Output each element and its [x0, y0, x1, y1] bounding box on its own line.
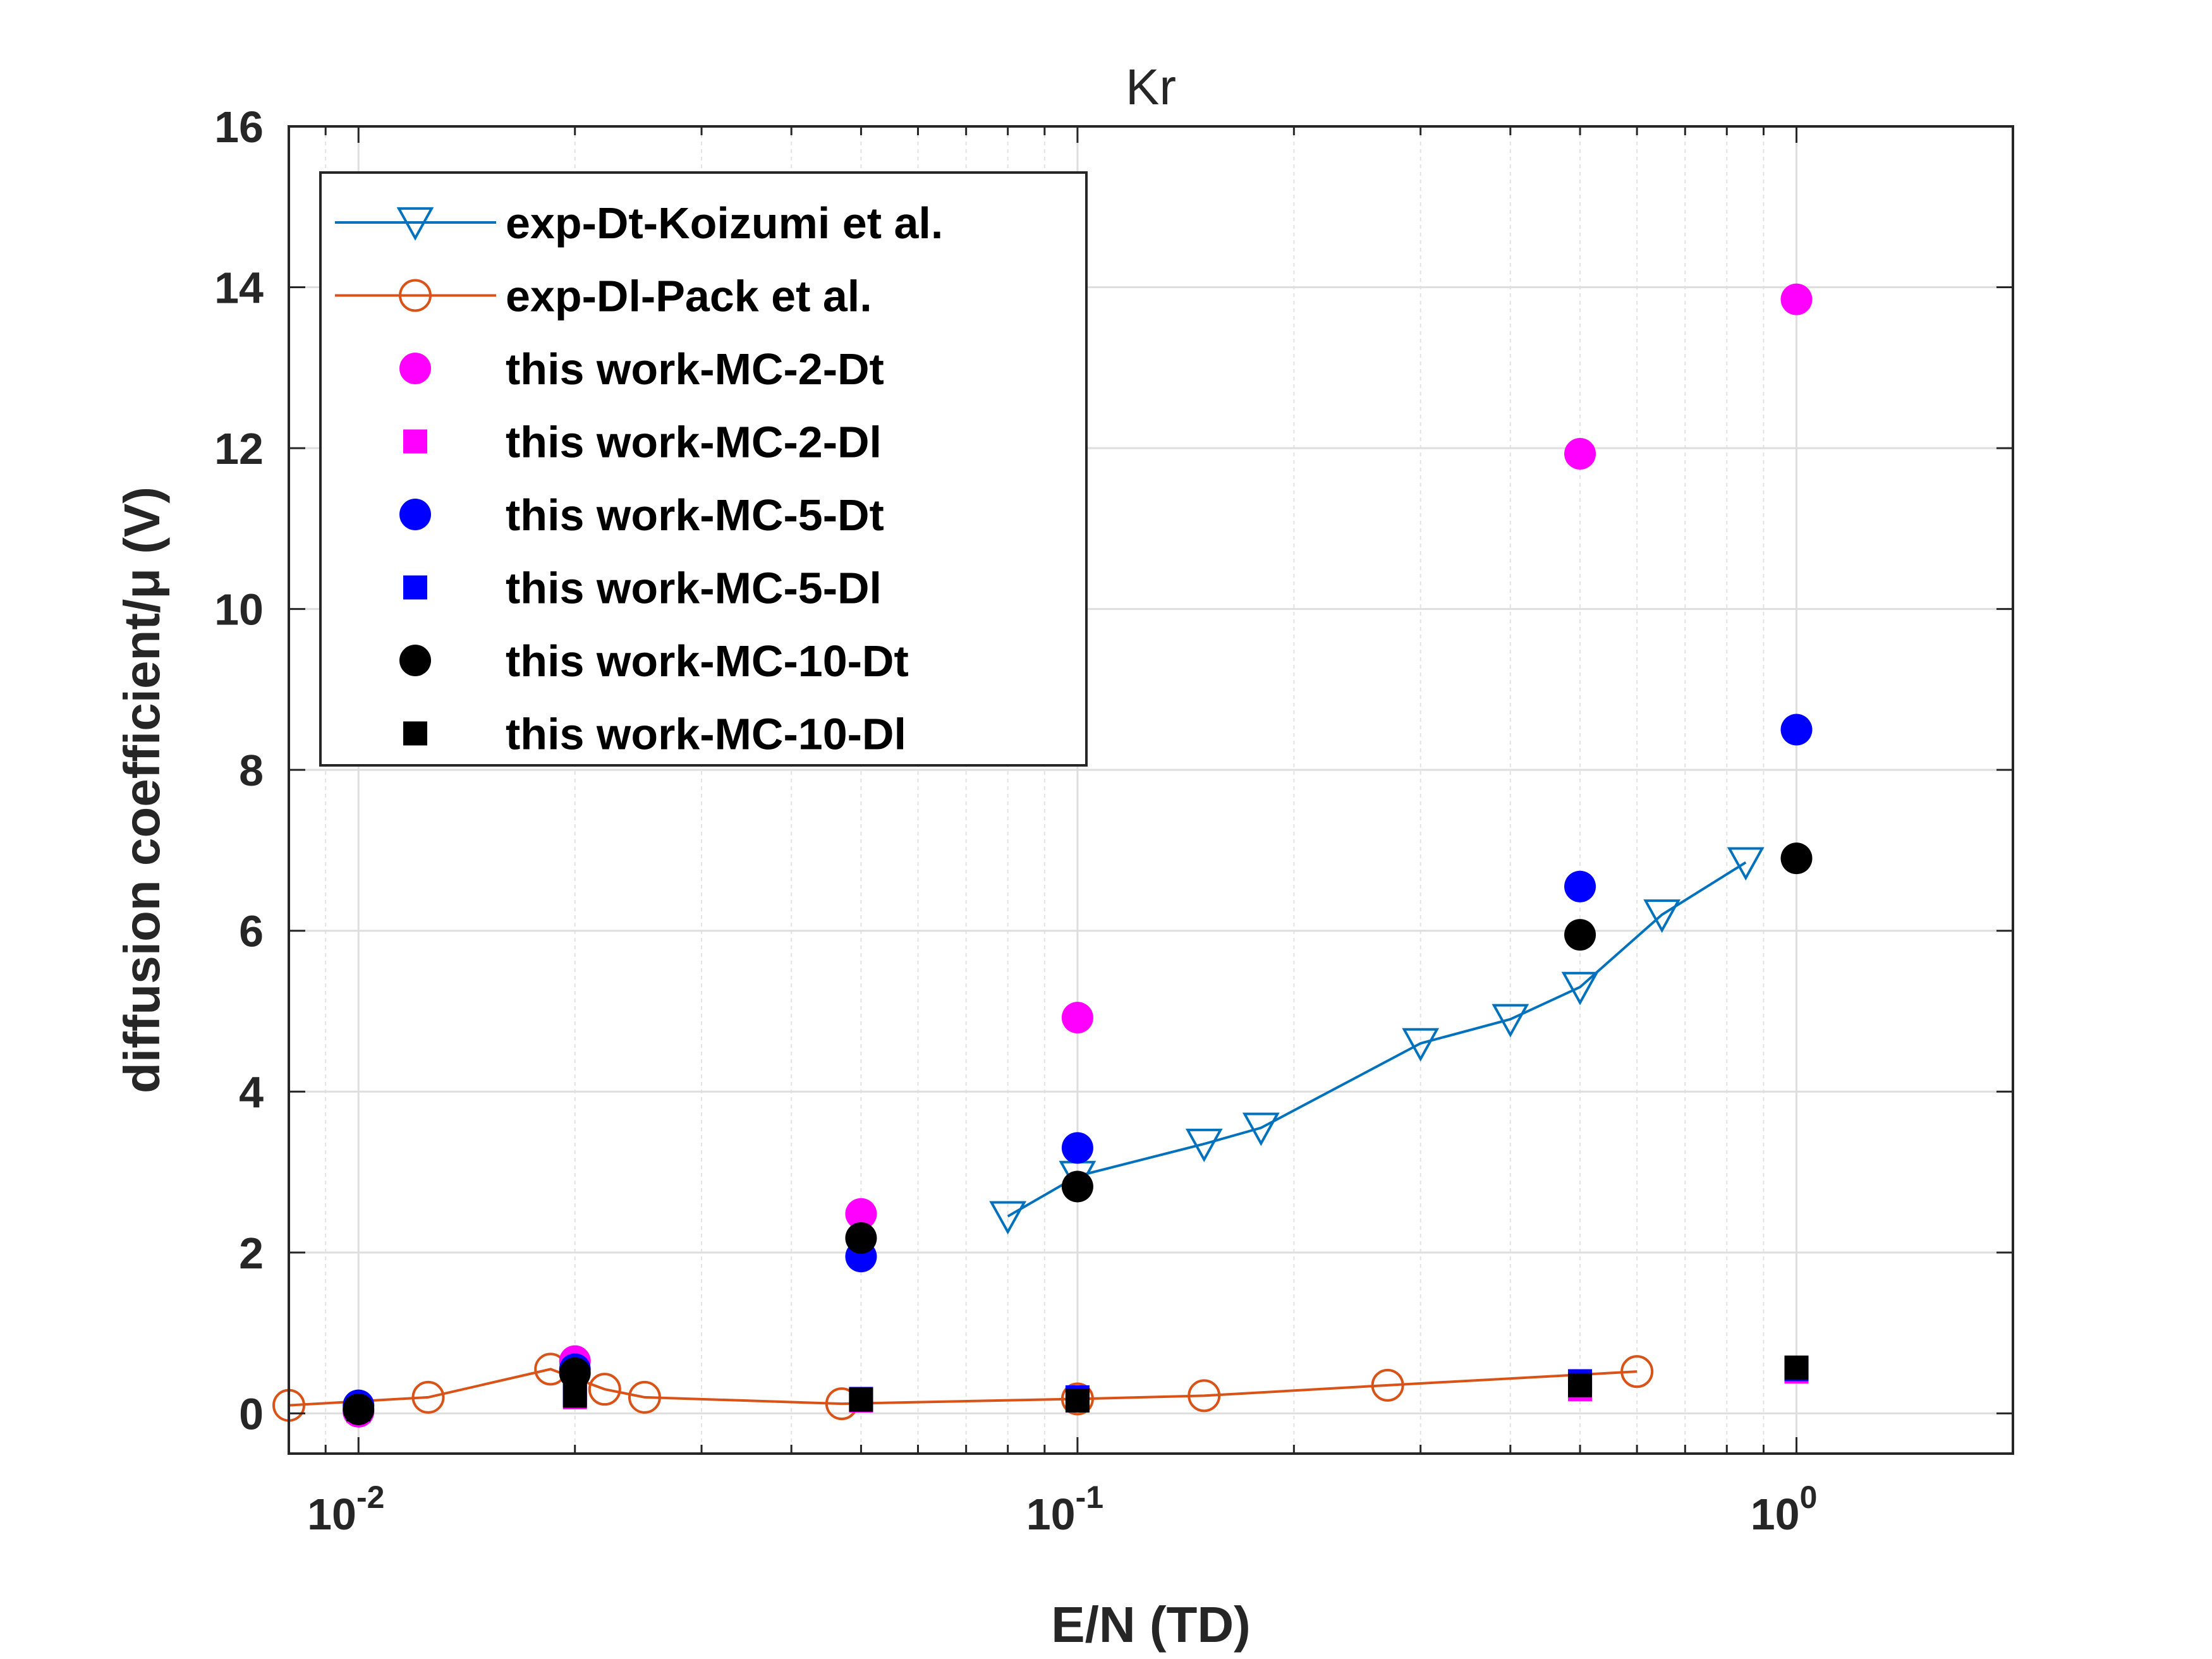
- legend-label: this work-MC-2-Dt: [506, 344, 884, 394]
- data-point: [1780, 714, 1813, 746]
- x-tick-label-exponent: -1: [1076, 1480, 1103, 1515]
- axis-ticks: [288, 125, 2014, 1454]
- legend-label: this work-MC-10-Dt: [506, 636, 909, 686]
- legend-marker: [403, 429, 427, 454]
- legend-label: this work-MC-10-Dl: [506, 710, 906, 759]
- data-point: [1727, 847, 1765, 881]
- x-axis-label: E/N (TD): [1051, 1596, 1251, 1653]
- x-tick-label-base: 10: [1751, 1490, 1800, 1539]
- data-point: [346, 1397, 371, 1421]
- x-tick-label: 100: [1751, 1480, 1818, 1539]
- legend-entry: exp-Dl-Pack et al.: [335, 272, 872, 321]
- x-tick-label: 10-2: [307, 1480, 384, 1539]
- x-tick-label-base: 10: [307, 1490, 356, 1539]
- legend-entry: this work-MC-10-Dt: [399, 636, 909, 686]
- series-8: [346, 1355, 1809, 1421]
- legend: exp-Dt-Koizumi et al. exp-Dl-Pack et al. t…: [319, 171, 1088, 767]
- y-tick-label: 16: [214, 102, 264, 152]
- data-point: [1780, 842, 1813, 875]
- legend-entry: this work-MC-2-Dt: [399, 344, 884, 394]
- legend-label: exp-Dl-Pack et al.: [506, 272, 872, 321]
- series-layer: [272, 283, 1813, 1428]
- y-tick-label: 10: [214, 585, 264, 635]
- x-tick-label-base: 10: [1026, 1490, 1076, 1539]
- legend-marker: [399, 353, 431, 384]
- legend-marker: [403, 721, 427, 746]
- data-point: [1620, 1355, 1654, 1389]
- legend-marker: [403, 575, 427, 600]
- y-tick-label: 12: [214, 424, 264, 473]
- data-point: [559, 1357, 591, 1389]
- data-point: [1061, 1170, 1093, 1203]
- legend-marker: [399, 279, 432, 312]
- data-point: [1780, 283, 1813, 315]
- data-point: [849, 1387, 873, 1412]
- data-point: [1188, 1379, 1221, 1413]
- legend-marker: [399, 499, 431, 530]
- series-line: [288, 1368, 1638, 1407]
- data-point: [1643, 899, 1681, 933]
- legend-entry: exp-Dt-Koizumi et al.: [335, 198, 943, 248]
- data-point: [1371, 1368, 1404, 1402]
- data-point: [1568, 1373, 1593, 1397]
- plot-frame: [288, 125, 2014, 1455]
- x-tick-label-exponent: -2: [356, 1480, 384, 1515]
- legend-entry: this work-MC-10-Dl: [403, 710, 906, 759]
- data-point: [628, 1380, 661, 1414]
- data-point: [1242, 1112, 1280, 1146]
- data-point: [845, 1222, 877, 1254]
- data-point: [1564, 870, 1596, 902]
- x-tick-label: 10-1: [1026, 1480, 1103, 1539]
- data-point: [1564, 438, 1596, 470]
- data-point: [1564, 919, 1596, 951]
- series-line: [1007, 861, 1747, 1218]
- legend-marker: [399, 645, 431, 676]
- data-point: [411, 1380, 445, 1414]
- data-point: [1061, 1002, 1093, 1034]
- legend-box: [319, 171, 1088, 767]
- data-point: [1065, 1389, 1090, 1413]
- data-point: [562, 1383, 587, 1408]
- y-tick-label: 4: [239, 1067, 264, 1117]
- data-point: [1492, 1004, 1529, 1038]
- legend-label: exp-Dt-Koizumi et al.: [506, 198, 943, 248]
- y-tick-label: 2: [239, 1229, 264, 1278]
- y-tick-label: 14: [214, 264, 264, 313]
- data-point: [1061, 1132, 1093, 1164]
- y-tick-label: 8: [239, 746, 264, 795]
- data-point: [1561, 971, 1599, 1006]
- legend-entry: this work-MC-5-Dl: [403, 564, 882, 613]
- chart-title: Kr: [1126, 59, 1176, 115]
- data-point: [588, 1373, 621, 1406]
- data-point: [1784, 1355, 1809, 1380]
- x-tick-label-exponent: 0: [1800, 1480, 1818, 1515]
- legend-marker: [396, 207, 434, 241]
- data-point: [845, 1198, 877, 1230]
- y-tick-label: 6: [239, 907, 264, 956]
- data-point: [1060, 1382, 1094, 1416]
- y-tick-label: 0: [239, 1389, 264, 1438]
- legend-label: this work-MC-5-Dt: [506, 490, 884, 540]
- legend-entry: this work-MC-5-Dt: [399, 490, 884, 540]
- legend-label: this work-MC-5-Dl: [506, 564, 882, 613]
- data-point: [1402, 1028, 1440, 1062]
- legend-entry: this work-MC-2-Dl: [403, 418, 882, 467]
- legend-label: this work-MC-2-Dl: [506, 418, 882, 467]
- data-point: [1185, 1128, 1223, 1162]
- data-point: [989, 1201, 1027, 1235]
- y-axis-label: diffusion coefficient/μ (V): [114, 487, 170, 1093]
